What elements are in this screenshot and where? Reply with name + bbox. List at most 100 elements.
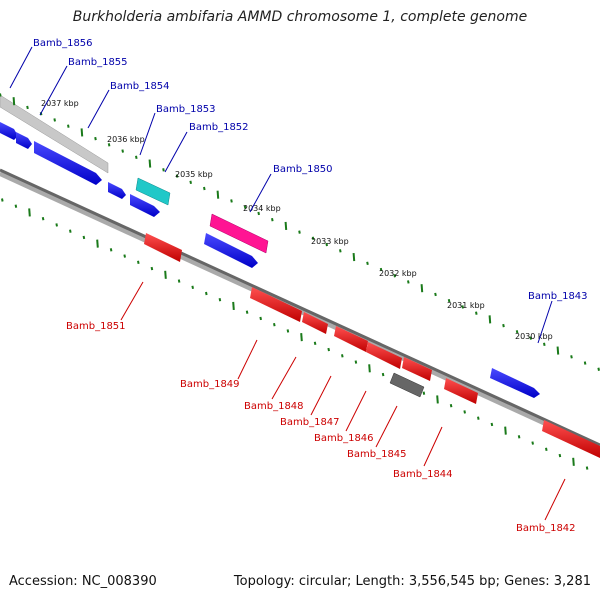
scale-tick (96, 239, 99, 248)
scale-tick (436, 395, 439, 404)
label-bamb-1850[interactable]: Bamb_1850 (273, 164, 333, 175)
scale-tick (558, 453, 562, 458)
scale-tick (245, 310, 249, 314)
scale-tick (80, 128, 84, 137)
gene-bamb-1848-box[interactable] (302, 312, 328, 334)
gene-bamb-1843-arrow[interactable] (490, 368, 540, 398)
gene-bamb-1842-box[interactable] (542, 420, 600, 458)
gene-bamb-1844-box[interactable] (444, 378, 478, 404)
scale-tick (257, 211, 260, 216)
scale-tick (434, 292, 437, 297)
scale-label-2032: 2032 kbp (379, 269, 417, 278)
label-bamb-1854[interactable]: Bamb_1854 (110, 81, 170, 92)
scale-tick (379, 267, 383, 272)
scale-tick (366, 261, 369, 265)
scale-tick (545, 447, 548, 452)
leader-bamb-1852 (164, 131, 188, 173)
label-bamb-1856[interactable]: Bamb_1856 (33, 38, 93, 49)
leader-bamb-1855 (39, 65, 68, 116)
label-bamb-1843[interactable]: Bamb_1843 (528, 291, 588, 302)
scale-tick (137, 260, 140, 265)
gene-bamb-1849-box[interactable] (250, 287, 302, 322)
scale-tick (205, 291, 208, 296)
gene-bamb-1854b-arrow[interactable] (108, 182, 126, 199)
leader-bamb-1844 (423, 426, 443, 467)
scale-tick (164, 270, 167, 279)
gene-bamb-1846b-box[interactable] (402, 357, 432, 381)
scale-tick (14, 204, 18, 208)
gene-bamb-1855-arrow[interactable] (16, 132, 32, 149)
label-bamb-1848[interactable]: Bamb_1848 (244, 401, 304, 412)
gene-bamb-1845-box[interactable] (389, 372, 425, 398)
scale-tick (597, 367, 600, 371)
scale-tick (135, 155, 138, 160)
leader-bamb-1846 (345, 390, 367, 432)
scale-tick (515, 330, 519, 334)
gene-bamb-1850-box[interactable] (209, 213, 269, 254)
scale-tick (109, 248, 113, 252)
scale-tick (82, 235, 86, 240)
scale-tick (232, 301, 235, 311)
label-bamb-1847[interactable]: Bamb_1847 (280, 417, 340, 428)
scale-tick (150, 266, 154, 271)
label-bamb-1845[interactable]: Bamb_1845 (347, 449, 407, 460)
label-bamb-1849[interactable]: Bamb_1849 (180, 379, 240, 390)
scale-tick (69, 229, 72, 233)
scale-tick (162, 168, 165, 172)
scale-tick (271, 217, 274, 222)
scale-tick (475, 311, 478, 315)
scale-tick (1, 198, 4, 202)
gene-bamb-1852-arrow[interactable] (130, 194, 160, 217)
scale-tick (55, 223, 58, 227)
scale-tick (422, 391, 426, 395)
leader-bamb-1843 (537, 300, 553, 344)
gene-bamb-1846-box[interactable] (366, 342, 402, 369)
scale-tick (352, 252, 356, 262)
scale-tick (123, 254, 126, 258)
scale-tick (216, 190, 220, 199)
scale-tick (543, 342, 546, 347)
scale-tick (67, 124, 70, 128)
scale-tick (327, 347, 330, 352)
scale-tick (585, 466, 589, 470)
gene-bamb-1853-box[interactable] (135, 177, 171, 206)
label-bamb-1851[interactable]: Bamb_1851 (66, 321, 126, 332)
label-bamb-1842[interactable]: Bamb_1842 (516, 523, 576, 534)
scale-tick (488, 315, 492, 324)
scale-tick (53, 118, 56, 122)
label-bamb-1852[interactable]: Bamb_1852 (189, 122, 249, 133)
scale-tick (273, 322, 276, 327)
scale-tick (325, 242, 328, 247)
scale-tick (94, 136, 97, 141)
label-bamb-1846[interactable]: Bamb_1846 (314, 433, 374, 444)
gene-bamb-1854-arrow[interactable] (34, 141, 102, 185)
scale-tick (286, 329, 290, 333)
scale-tick (407, 280, 410, 284)
label-bamb-1853[interactable]: Bamb_1853 (156, 104, 216, 115)
scale-tick (517, 435, 521, 439)
label-bamb-1855[interactable]: Bamb_1855 (68, 57, 128, 68)
gene-bamb-1850b-arrow[interactable] (204, 233, 258, 268)
scale-label-2036: 2036 kbp (107, 135, 145, 144)
label-bamb-1844[interactable]: Bamb_1844 (393, 469, 453, 480)
scale-tick (447, 298, 451, 303)
accession-text: Accession: NC_008390 (9, 574, 157, 589)
scale-label-2034: 2034 kbp (243, 204, 281, 213)
backbone-line (0, 168, 600, 447)
scale-tick (341, 354, 344, 358)
scale-tick (477, 416, 480, 420)
lower-tick-row (1, 198, 589, 470)
scale-tick (230, 199, 233, 203)
scale-tick (191, 285, 194, 289)
gene-bamb-1856-arrow[interactable] (0, 122, 18, 140)
gene-bamb-1847-box[interactable] (334, 326, 368, 352)
scale-tick (354, 360, 358, 364)
scale-tick (463, 410, 466, 414)
leader-bamb-1851 (120, 281, 144, 321)
scale-tick (583, 361, 587, 365)
scale-tick (298, 230, 301, 234)
scale-tick (529, 336, 532, 340)
scale-tick (570, 355, 573, 359)
gene-bamb-1851-box[interactable] (144, 233, 182, 262)
